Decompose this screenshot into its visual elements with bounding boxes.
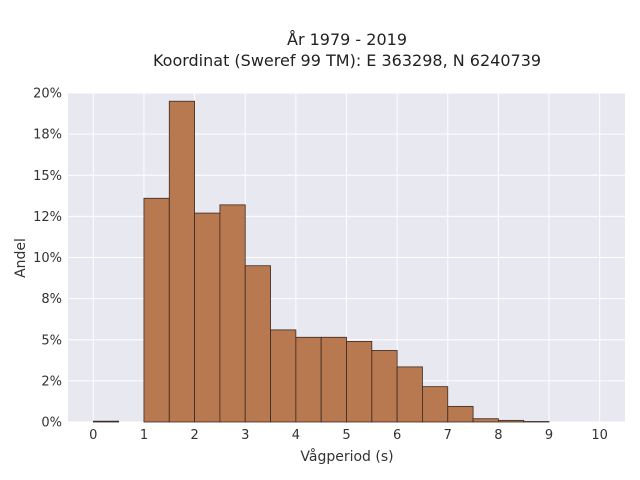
histogram-bar — [219, 204, 246, 423]
y-axis-ticks: 0% 2% 5% 8% 10% 12% 15% 18% 20% — [33, 87, 62, 431]
y-tick-label: 2% — [41, 374, 62, 389]
y-axis-label: Andel — [13, 238, 29, 278]
histogram-bar — [498, 419, 525, 423]
y-tick-label: 18% — [33, 128, 62, 143]
histogram-bar — [244, 265, 271, 423]
x-tick-label: 9 — [545, 428, 553, 443]
x-tick-label: 0 — [89, 428, 97, 443]
histogram-bar — [346, 340, 373, 423]
histogram-bar — [143, 197, 170, 423]
x-axis-label: Vågperiod (s) — [300, 448, 393, 465]
x-tick-label: 4 — [292, 428, 300, 443]
histogram-bar — [92, 420, 120, 423]
x-tick-label: 3 — [241, 428, 249, 443]
y-tick-label: 8% — [41, 292, 62, 307]
histogram-bar — [295, 336, 322, 423]
x-axis-ticks: 0 1 2 3 4 5 6 7 8 9 10 — [89, 428, 608, 443]
y-tick-label: 5% — [41, 333, 62, 348]
y-tick-label: 20% — [33, 87, 62, 102]
x-tick-label: 7 — [444, 428, 452, 443]
y-tick-label: 15% — [33, 169, 62, 184]
bars — [92, 100, 550, 423]
histogram-bar — [371, 350, 398, 423]
x-tick-label: 8 — [494, 428, 502, 443]
x-tick-label: 2 — [190, 428, 198, 443]
histogram-bar — [396, 366, 423, 423]
histogram-bar — [422, 386, 449, 423]
x-tick-label: 5 — [342, 428, 350, 443]
histogram-bar — [194, 212, 221, 423]
x-tick-label: 1 — [140, 428, 148, 443]
histogram-bar — [320, 336, 347, 423]
chart-title: År 1979 - 2019 — [287, 30, 407, 49]
histogram-bar — [168, 100, 195, 423]
x-tick-label: 6 — [393, 428, 401, 443]
x-tick-label: 10 — [591, 428, 608, 443]
y-tick-label: 0% — [41, 416, 62, 431]
histogram-bar — [270, 329, 297, 423]
histogram-bar — [472, 418, 499, 423]
y-tick-label: 12% — [33, 210, 62, 225]
chart-subtitle: Koordinat (Sweref 99 TM): E 363298, N 62… — [153, 51, 541, 70]
histogram-bar — [447, 405, 474, 423]
y-tick-label: 10% — [33, 251, 62, 266]
